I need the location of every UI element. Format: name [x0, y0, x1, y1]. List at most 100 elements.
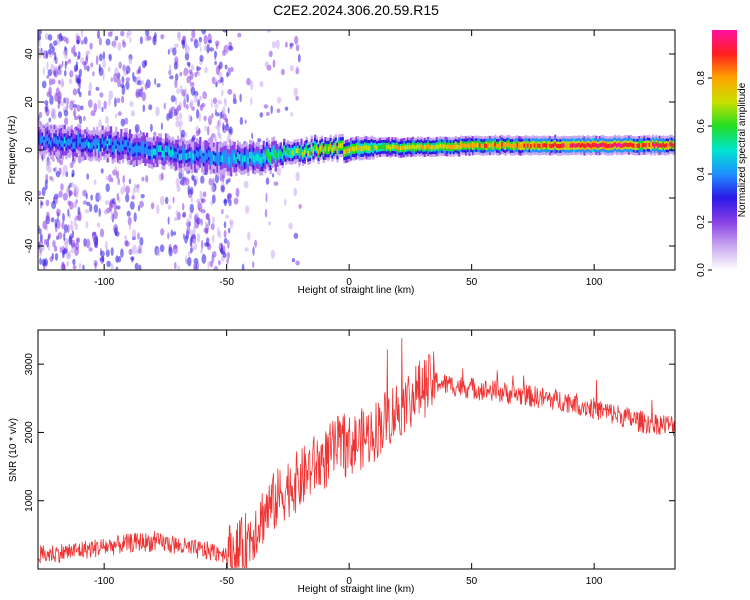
spectrogram-noise-cell	[175, 120, 180, 128]
spectrogram-ridge-cell	[355, 145, 358, 151]
spectrogram-noise-cell	[70, 181, 74, 188]
spectrogram-noise-cell	[107, 66, 111, 73]
spectrogram-noise-cell	[62, 164, 68, 174]
spectrogram-ridge-cell	[185, 153, 188, 160]
spectrogram-noise-cell	[74, 246, 79, 256]
spectrogram-ridge-cell	[396, 145, 399, 150]
spectrogram-noise-cell	[178, 171, 183, 180]
spectrogram-ridge-cell	[468, 144, 471, 149]
colorbar-tick-label: 0.6	[696, 119, 707, 133]
spectrogram-ridge-cell	[60, 140, 63, 147]
spectrogram-noise-cell	[64, 241, 69, 249]
spectrogram-ridge-cell	[557, 144, 560, 149]
spectrogram-noise-cell	[120, 118, 126, 127]
spectrogram-noise-cell	[202, 92, 207, 99]
spectrogram-noise-cell	[224, 64, 228, 70]
spectrogram-noise-cell	[44, 100, 49, 106]
spectrogram-ridge-cell	[612, 143, 615, 148]
spectrogram-heatmap	[38, 30, 675, 270]
spectrogram-noise-cell	[196, 233, 201, 243]
spectrogram-noise-cell	[227, 240, 230, 249]
colorbar-label: Normalized spectral amplitude	[737, 82, 748, 217]
spectrogram-noise-cell	[293, 232, 299, 239]
spectrogram-ridge-cell	[543, 143, 547, 148]
spectrogram-noise-cell	[174, 56, 179, 65]
spectrogram-noise-cell	[72, 88, 78, 96]
spectrogram-noise-cell	[105, 116, 109, 124]
spectrogram-ridge-cell	[101, 137, 104, 145]
spectrogram-noise-cell	[199, 46, 202, 52]
spectrogram-ridge-cell	[79, 136, 82, 144]
spectrogram-ridge-cell	[212, 154, 216, 162]
spectrogram-noise-cell	[186, 61, 191, 66]
spectrogram-noise-cell	[295, 95, 299, 101]
spectrogram-ridge-cell	[149, 149, 152, 156]
spectrogram-ridge-cell	[497, 143, 500, 149]
spectrogram-noise-cell	[180, 129, 186, 138]
spectrogram-ridge-cell	[600, 142, 603, 147]
x-tick-label: -100	[94, 576, 114, 587]
spectrogram-noise-cell	[182, 179, 186, 187]
spectrogram-ridge-cell	[638, 143, 641, 148]
spectrogram-ridge-cell	[262, 152, 265, 160]
spectrogram-noise-cell	[107, 31, 113, 37]
spectrogram-noise-cell	[58, 79, 61, 85]
spectrogram-noise-cell	[243, 180, 249, 189]
spectrogram-noise-cell	[237, 32, 242, 38]
spectrogram-noise-cell	[124, 117, 129, 125]
spectrogram-ridge-cell	[151, 150, 154, 157]
spectrogram-noise-cell	[38, 34, 42, 41]
spectrogram-noise-cell	[69, 103, 73, 110]
spectrogram-noise-cell	[46, 61, 49, 71]
spectrogram-noise-cell	[38, 225, 41, 231]
spectrogram-noise-cell	[46, 160, 52, 168]
spectrogram-noise-cell	[88, 99, 93, 108]
spectrogram-noise-cell	[125, 193, 130, 203]
spectrogram-noise-cell	[110, 210, 113, 221]
spectrogram-ridge-cell	[228, 157, 231, 164]
spectrogram-noise-cell	[121, 95, 125, 104]
spectrogram-ridge-cell	[607, 144, 610, 149]
spectrogram-noise-cell	[163, 102, 166, 110]
spectrogram-ridge-cell	[418, 145, 421, 150]
spectrogram-noise-cell	[134, 262, 139, 270]
spectrogram-ridge-cell	[442, 144, 445, 149]
spectrogram-ridge-cell	[609, 143, 612, 148]
spectrogram-ridge-cell	[163, 151, 166, 158]
spectrogram-noise-cell	[170, 106, 176, 111]
spectrogram-noise-cell	[144, 82, 148, 90]
spectrogram-ridge-cell	[315, 145, 318, 151]
y-tick-label: 3000	[24, 353, 35, 376]
spectrogram-noise-cell	[38, 111, 43, 119]
spectrogram-ridge-cell	[574, 143, 577, 148]
spectrogram-noise-cell	[123, 67, 126, 77]
spectrogram-noise-cell	[284, 106, 289, 111]
spectrogram-ridge-cell	[669, 142, 672, 147]
spectrogram-ridge-cell	[365, 145, 368, 151]
spectrogram-ridge-cell	[533, 143, 536, 148]
spectrogram-noise-cell	[222, 122, 225, 131]
spectrogram-noise-cell	[199, 95, 202, 101]
spectrogram-noise-cell	[99, 92, 104, 98]
spectrogram-ridge-cell	[641, 143, 644, 148]
spectrogram-noise-cell	[139, 36, 143, 45]
spectrogram-ridge-cell	[621, 143, 624, 148]
spectrogram-noise-cell	[78, 91, 82, 98]
spectrogram-ridge-cell	[240, 156, 243, 163]
spectrogram-ridge-cell	[528, 143, 531, 148]
spectrogram-noise-cell	[137, 205, 141, 212]
spectrogram-noise-cell	[64, 96, 70, 106]
spectrogram-noise-cell	[160, 122, 163, 131]
spectrogram-ridge-cell	[367, 145, 370, 151]
spectrogram-noise-cell	[96, 222, 101, 228]
spectrogram-noise-cell	[112, 39, 117, 49]
spectrogram-noise-cell	[100, 250, 105, 258]
spectrogram-ridge-cell	[507, 142, 511, 147]
spectrogram-ridge-cell	[161, 150, 164, 158]
spectrogram-noise-cell	[141, 91, 147, 102]
spectrogram-noise-cell	[227, 133, 232, 138]
spectrogram-noise-cell	[229, 221, 233, 229]
spectrogram-noise-cell	[227, 251, 230, 260]
spectrogram-ridge-cell	[152, 148, 156, 156]
spectrogram-ridge-cell	[236, 152, 240, 160]
